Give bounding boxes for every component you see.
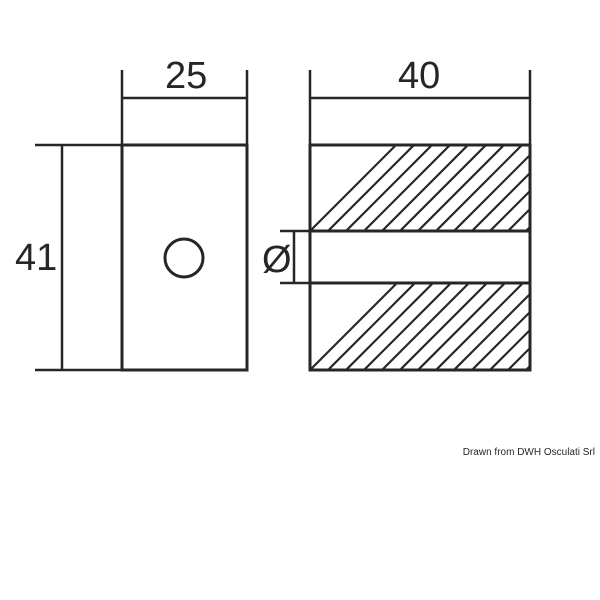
credit-text: Drawn from DWH Osculati Srl [463,447,595,458]
dim-top-right-label: 40 [398,55,440,97]
dim-diameter-label: Ø [262,239,292,281]
canvas-bg [0,0,600,600]
technical-drawing: 25 40 41 Ø Drawn from DWH Osculati Srl [0,0,600,600]
dim-left-height-label: 41 [15,237,57,279]
dim-top-left-label: 25 [165,55,207,97]
